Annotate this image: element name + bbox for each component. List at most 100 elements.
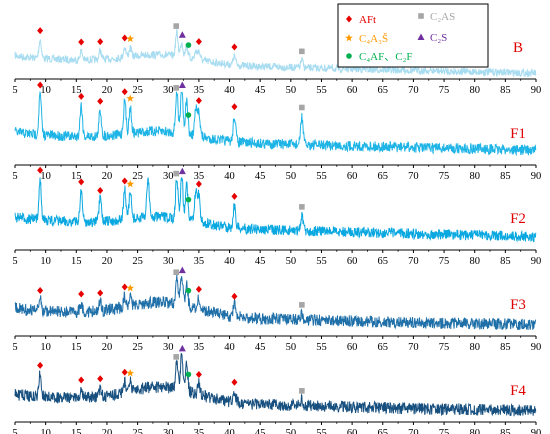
legend: AFt C₂AS C₄A₃Š C₂S C₄AF、C₂F <box>337 3 489 68</box>
marker-aft <box>78 376 85 384</box>
x-tick-label: 85 <box>500 342 511 353</box>
x-tick-label: 35 <box>194 85 205 96</box>
x-tick-label: 50 <box>286 171 297 182</box>
x-tick-label: 15 <box>71 85 82 96</box>
marker-c2as <box>173 170 180 177</box>
legend-square-icon <box>418 13 424 19</box>
panel-label: B <box>513 40 523 56</box>
series-line-b <box>14 28 537 78</box>
marker-c4a3s <box>126 34 135 43</box>
x-tick-label: 70 <box>408 428 419 434</box>
x-tick-label: 85 <box>500 171 511 182</box>
x-tick-label: 30 <box>163 428 174 434</box>
panel-f3: 5 10 15 20 25 30 35 40 45 50 55 60 65 70 75 80 85 90 F3 <box>12 266 542 353</box>
x-tick-label: 50 <box>286 85 297 96</box>
legend-label: C₂S <box>430 32 447 44</box>
x-tick-label: 15 <box>71 171 82 182</box>
marker-c4a3s <box>126 369 135 377</box>
x-tick-label: 60 <box>347 342 358 353</box>
marker-aft <box>78 92 85 100</box>
x-tick-label: 35 <box>194 171 205 182</box>
marker-aft <box>97 38 104 46</box>
marker-c2s <box>178 31 186 38</box>
marker-aft <box>121 34 128 42</box>
x-tick-label: 75 <box>439 256 450 267</box>
marker-c2as <box>173 269 180 276</box>
x-tick-label: 25 <box>132 256 143 267</box>
x-tick-label: 10 <box>40 256 51 267</box>
marker-aft <box>37 166 44 174</box>
marker-c4af <box>185 112 192 118</box>
marker-c2as <box>173 23 180 29</box>
x-tick-label: 15 <box>71 342 82 353</box>
x-tick-label: 35 <box>194 428 205 434</box>
legend-label: AFt <box>359 14 376 26</box>
legend-triangle-icon <box>417 33 425 40</box>
x-tick-label: 80 <box>469 342 480 353</box>
x-tick-label: 60 <box>347 428 358 434</box>
x-tick-label: 50 <box>286 428 297 434</box>
x-tick-label: 40 <box>224 171 235 182</box>
x-tick-label: 30 <box>163 171 174 182</box>
x-tick-label: 45 <box>255 85 266 96</box>
x-tick-label: 90 <box>531 342 542 353</box>
panel-label: F4 <box>510 383 526 399</box>
marker-aft <box>121 368 128 376</box>
x-tick-label: 50 <box>286 256 297 267</box>
marker-aft <box>231 103 238 111</box>
x-tick-label: 90 <box>531 171 542 182</box>
legend-circle-icon <box>346 53 352 59</box>
marker-c4a3s <box>126 94 135 102</box>
panels: 5 10 15 20 25 30 35 40 45 50 55 60 65 70 75 80 85 90 B 5 10 1… <box>12 23 541 434</box>
x-tick-label: 5 <box>12 428 17 434</box>
x-tick-label: 20 <box>102 171 113 182</box>
marker-aft <box>121 88 128 96</box>
marker-aft <box>78 38 85 46</box>
x-tick-label: 20 <box>102 342 113 353</box>
x-tick-label: 85 <box>500 428 511 434</box>
x-tick-label: 30 <box>163 256 174 267</box>
x-tick-label: 45 <box>255 171 266 182</box>
panel-f1: 5 10 15 20 25 30 35 40 45 50 55 60 65 70 75 80 85 90 F1 <box>12 81 541 182</box>
marker-aft <box>121 177 128 185</box>
marker-aft <box>121 283 128 291</box>
x-tick-label: 20 <box>102 256 113 267</box>
legend-label: C₄AF、C₂F <box>359 51 413 63</box>
panel-label: F1 <box>510 126 526 142</box>
marker-aft <box>195 180 202 188</box>
x-tick-label: 65 <box>378 428 389 434</box>
x-tick-label: 80 <box>469 256 480 267</box>
x-tick-label: 10 <box>40 171 51 182</box>
x-tick-label: 10 <box>40 85 51 96</box>
x-tick-label: 10 <box>40 428 51 434</box>
panel-f4: 5 10 15 20 25 30 35 40 45 50 55 60 65 70 75 80 85 90 F4 <box>12 344 541 434</box>
x-tick-label: 40 <box>224 342 235 353</box>
x-tick-label: 90 <box>531 256 542 267</box>
marker-c4af <box>185 42 192 48</box>
x-tick-label: 60 <box>347 171 358 182</box>
x-tick-label: 75 <box>439 85 450 96</box>
legend-box <box>337 3 489 68</box>
x-tick-label: 80 <box>469 171 480 182</box>
marker-c4a3s <box>126 180 135 188</box>
x-tick-label: 55 <box>316 85 327 96</box>
marker-aft <box>97 375 104 383</box>
x-tick-label: 25 <box>132 428 143 434</box>
x-tick-label: 55 <box>316 171 327 182</box>
marker-aft <box>37 287 44 295</box>
x-tick-label: 30 <box>163 85 174 96</box>
marker-aft <box>231 192 238 200</box>
marker-aft <box>78 290 85 298</box>
series-line-f1 <box>14 90 537 157</box>
marker-aft <box>97 289 104 297</box>
x-tick-label: 75 <box>439 428 450 434</box>
x-tick-label: 5 <box>12 171 17 182</box>
series-line-f4 <box>14 353 537 417</box>
x-tick-label: 15 <box>71 428 82 434</box>
panel-f2: 5 10 15 20 25 30 35 40 45 50 55 60 65 70 75 80 85 90 F2 <box>12 166 542 267</box>
marker-aft <box>78 178 85 186</box>
marker-c2as <box>299 302 305 308</box>
x-tick-label: 20 <box>102 85 113 96</box>
x-tick-label: 55 <box>316 256 327 267</box>
